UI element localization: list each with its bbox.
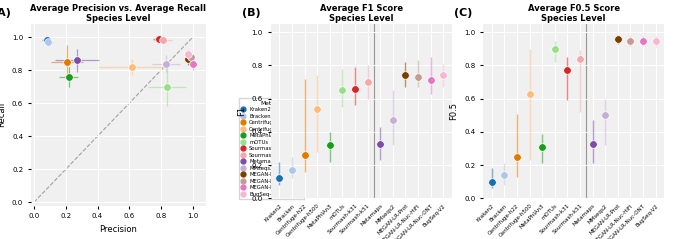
Point <box>71 58 82 62</box>
Title: Average F1 Score
Species Level: Average F1 Score Species Level <box>320 4 403 23</box>
Title: Average Precision vs. Average Recall
Species Level: Average Precision vs. Average Recall Spe… <box>30 4 206 23</box>
Y-axis label: F0.5: F0.5 <box>449 102 458 120</box>
Y-axis label: F1: F1 <box>237 106 246 116</box>
Y-axis label: Recall: Recall <box>0 102 6 127</box>
Point <box>286 168 297 172</box>
Point <box>162 85 173 89</box>
Point <box>625 39 636 43</box>
Point <box>312 107 323 111</box>
X-axis label: Precision: Precision <box>99 225 137 234</box>
Point <box>324 143 335 147</box>
Point <box>412 75 423 79</box>
Point <box>187 62 198 65</box>
Text: (C): (C) <box>454 8 472 18</box>
Point <box>562 69 573 72</box>
Point <box>337 88 348 92</box>
Point <box>62 60 73 64</box>
Point <box>362 80 373 84</box>
Text: (B): (B) <box>242 8 260 18</box>
Text: (A): (A) <box>0 8 11 17</box>
Legend: Kraken2, Bracken, Centrifuge-h22, Centrifuge-h500, MetaPhlAn3, mOTUs, Sourmash-k: Kraken2, Bracken, Centrifuge-h22, Centri… <box>239 98 304 199</box>
Point <box>512 155 523 159</box>
Point <box>499 173 510 177</box>
Point <box>549 47 560 51</box>
Point <box>375 142 386 146</box>
Point <box>182 57 193 60</box>
Point <box>425 78 436 82</box>
Point <box>587 142 598 146</box>
Title: Average F0.5 Score
Species Level: Average F0.5 Score Species Level <box>527 4 620 23</box>
Point <box>486 180 497 184</box>
Point <box>524 92 535 96</box>
Point <box>438 74 449 77</box>
Point <box>160 62 171 65</box>
Point <box>42 40 54 44</box>
Point <box>41 38 52 42</box>
Point <box>274 177 285 180</box>
Point <box>182 52 193 55</box>
Point <box>400 74 411 77</box>
Point <box>157 38 168 42</box>
Point <box>349 87 360 91</box>
Point <box>388 118 399 122</box>
Point <box>600 113 611 117</box>
Point <box>536 145 547 149</box>
Point <box>638 39 649 43</box>
Point <box>612 37 623 41</box>
Point <box>154 37 165 41</box>
Point <box>650 39 661 43</box>
Point <box>575 57 586 61</box>
Point <box>186 55 197 59</box>
Point <box>64 75 75 79</box>
Point <box>127 65 138 69</box>
Point <box>299 153 310 157</box>
